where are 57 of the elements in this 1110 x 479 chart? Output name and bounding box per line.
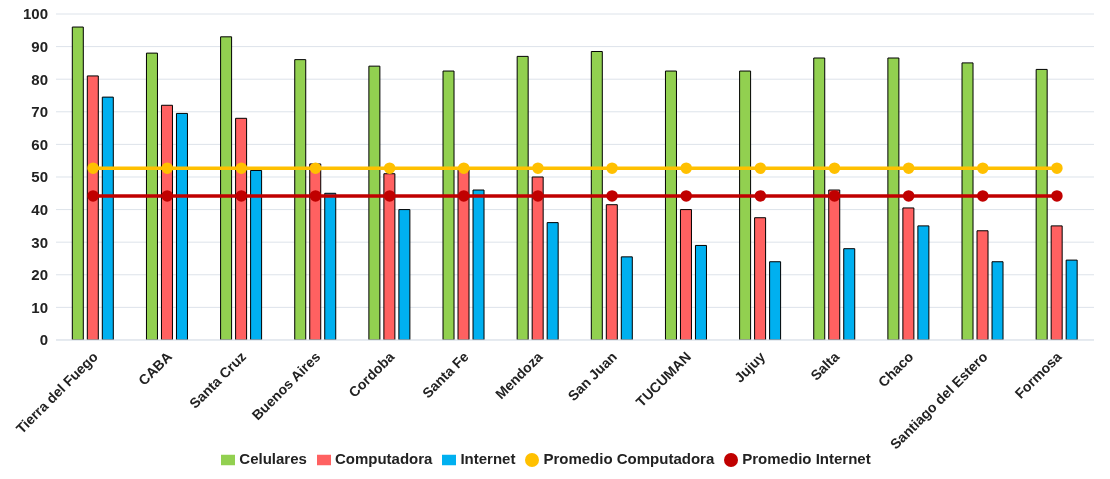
bar [516,55,529,340]
bar [679,209,692,340]
bar [664,70,677,340]
y-tick-label: 30 [31,233,48,251]
bar [383,173,396,340]
bar [546,222,559,340]
bar [887,57,900,340]
bar [368,65,381,340]
y-tick-label: 20 [31,266,48,284]
bar [991,261,1004,340]
bar [294,59,307,340]
bar [1050,225,1063,340]
legend-label: Celulares [239,449,307,467]
bar [160,104,173,340]
bar [843,248,856,340]
legend-label: Computadora [334,449,433,467]
bar [145,52,158,340]
bar [309,163,322,340]
bar [620,256,633,340]
bar [398,209,411,340]
bar [235,117,248,340]
bar [739,70,752,340]
y-tick-label: 40 [31,200,48,218]
y-tick-label: 50 [31,168,48,186]
bar [175,112,188,340]
bar [324,192,337,340]
y-tick-label: 70 [31,103,48,121]
bar [220,36,233,340]
bar [976,230,989,340]
bar [694,244,707,340]
y-tick-label: 100 [22,5,48,23]
y-tick-label: 10 [31,298,48,316]
bar [605,204,618,340]
bar [961,62,974,340]
bar [754,217,767,340]
legend-label: Internet [460,449,516,467]
bar [442,70,455,340]
bar [813,57,826,340]
y-tick-label: 80 [31,70,48,88]
bar [101,96,114,340]
y-tick-label: 0 [39,331,48,349]
bar [769,261,782,340]
bar [86,75,99,340]
bar [590,50,603,340]
bar [902,207,915,340]
bar [250,169,263,340]
y-tick-label: 60 [31,135,48,153]
y-tick-label: 90 [31,37,48,55]
bar [71,26,84,340]
bar [828,189,841,340]
bar [1035,68,1048,340]
legend-label: Promedio Computadora [543,449,715,467]
legend-label: Promedio Internet [742,449,871,467]
bar [1065,259,1078,340]
bar [531,176,544,340]
bar [472,189,485,340]
bar [917,225,930,340]
